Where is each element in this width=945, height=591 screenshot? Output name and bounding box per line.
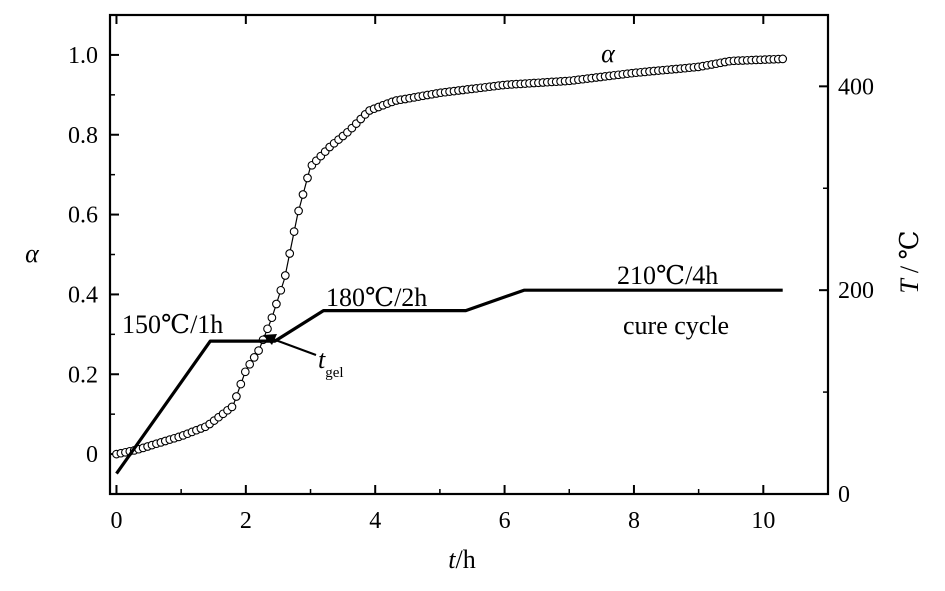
alpha-point (263, 324, 272, 334)
y-right-tick-label: 0 (838, 482, 850, 508)
tgel-label: tgel (318, 345, 344, 381)
x-tick-label: 0 (110, 508, 122, 534)
y-right-tick-label: 400 (838, 74, 874, 100)
alpha-point (289, 227, 299, 236)
y-left-tick-label: 1.0 (68, 43, 98, 69)
series-line-cure-cycle (115, 288, 783, 475)
x-tick-label: 10 (751, 508, 775, 534)
y-right-axis-label: T / ℃ (895, 230, 924, 293)
annotation-150C-1h: 150℃/1h (122, 310, 223, 339)
alpha-point (249, 353, 259, 362)
y-left-tick-label: 0.4 (68, 282, 98, 308)
y-left-tick-label: 0 (86, 442, 98, 468)
y-right-axis-label-var: T (895, 278, 924, 294)
alpha-point (276, 285, 286, 295)
alpha-point (227, 402, 237, 412)
y-left-axis-label: α (25, 239, 40, 268)
alpha-curve-label: α (601, 39, 616, 68)
alpha-point (280, 271, 290, 280)
y-right-tick-label: 200 (838, 278, 874, 304)
alpha-point (254, 346, 263, 355)
series-line-alpha (116, 58, 783, 455)
x-axis-label-var: t (448, 545, 456, 574)
alpha-point (303, 173, 312, 183)
alpha-point (298, 190, 308, 199)
series-layer (112, 54, 788, 475)
alpha-point (272, 299, 281, 309)
x-axis-ticks: 0 2 4 6 8 10 (110, 15, 829, 534)
x-tick-label: 8 (628, 508, 640, 534)
alpha-point (232, 392, 241, 401)
x-tick-label: 4 (369, 508, 381, 534)
y-right-axis-label-unit: / ℃ (895, 230, 924, 273)
tgel-label-sub: gel (325, 365, 343, 381)
alpha-point (267, 313, 277, 323)
alpha-point (236, 379, 246, 389)
tgel-arrow-line (269, 337, 317, 356)
annotation-180C-2h: 180℃/2h (326, 283, 427, 312)
x-tick-label: 6 (499, 508, 511, 534)
tgel-arrow-head (263, 334, 277, 345)
alpha-point (285, 249, 295, 258)
left-axis-ticks: 0 0.2 0.4 0.6 0.8 1.0 (68, 14, 119, 495)
tgel-annotation: tgel (263, 334, 344, 381)
alpha-point (240, 367, 250, 377)
annotation-210C-4h: 210℃/4h (617, 261, 718, 290)
y-left-tick-label: 0.8 (68, 123, 98, 149)
x-axis-label: t/h (448, 545, 475, 574)
tgel-label-t: t (318, 345, 326, 374)
y-left-tick-label: 0.6 (68, 203, 98, 229)
annotation-cure-cycle: cure cycle (623, 311, 729, 340)
x-axis-label-unit: /h (456, 545, 476, 574)
y-left-tick-label: 0.2 (68, 362, 98, 388)
right-axis-ticks: 0 200 400 (819, 74, 874, 508)
alpha-point (294, 206, 303, 216)
alpha-point (778, 54, 788, 64)
alpha-point (245, 359, 255, 369)
x-tick-label: 2 (240, 508, 252, 534)
